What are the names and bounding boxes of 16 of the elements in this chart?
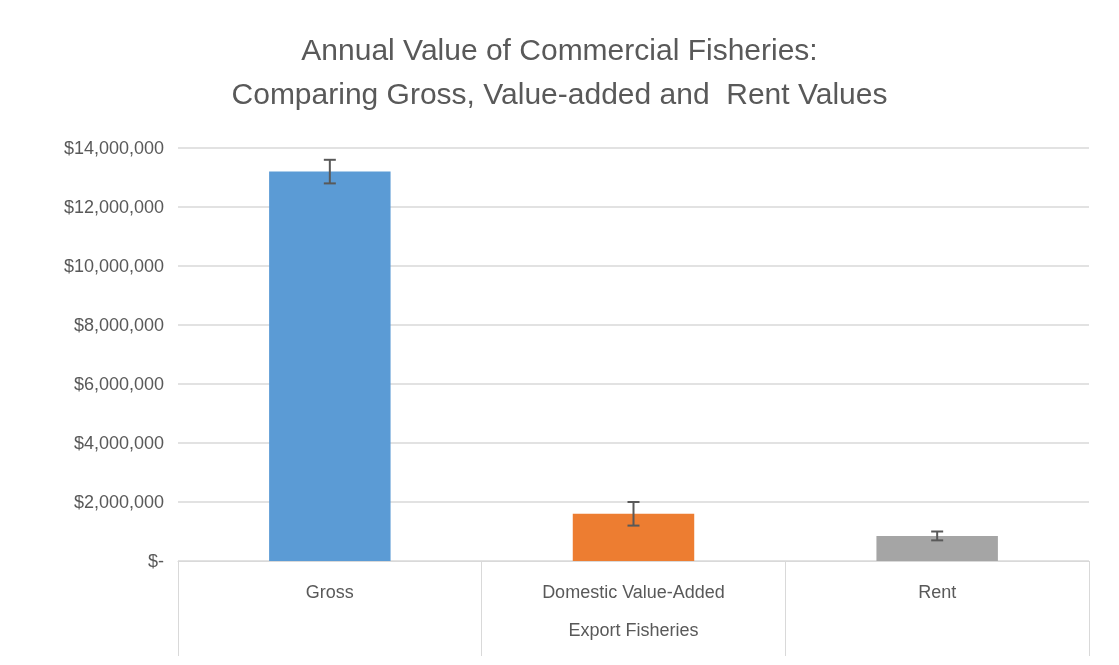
- y-tick-label: $14,000,000: [63, 138, 164, 158]
- y-tick-label: $-: [147, 551, 164, 571]
- x-axis-title: Export Fisheries: [568, 620, 699, 640]
- bar: [572, 513, 695, 561]
- y-tick-label: $12,000,000: [63, 197, 164, 217]
- x-tick-label: Rent: [918, 582, 957, 602]
- y-tick-label: $2,000,000: [73, 492, 164, 512]
- x-tick-label: Domestic Value-Added: [542, 582, 725, 602]
- bar: [269, 171, 391, 561]
- y-tick-label: $8,000,000: [73, 315, 164, 335]
- x-tick-label: Gross: [305, 582, 354, 602]
- y-tick-label: $6,000,000: [73, 374, 164, 394]
- y-tick-label: $10,000,000: [63, 256, 164, 276]
- chart-title: Annual Value of Commercial Fisheries: Comparing Gross, Value-added and Rent Values: [231, 32, 888, 110]
- bar: [876, 535, 998, 561]
- y-tick-label: $4,000,000: [73, 433, 164, 453]
